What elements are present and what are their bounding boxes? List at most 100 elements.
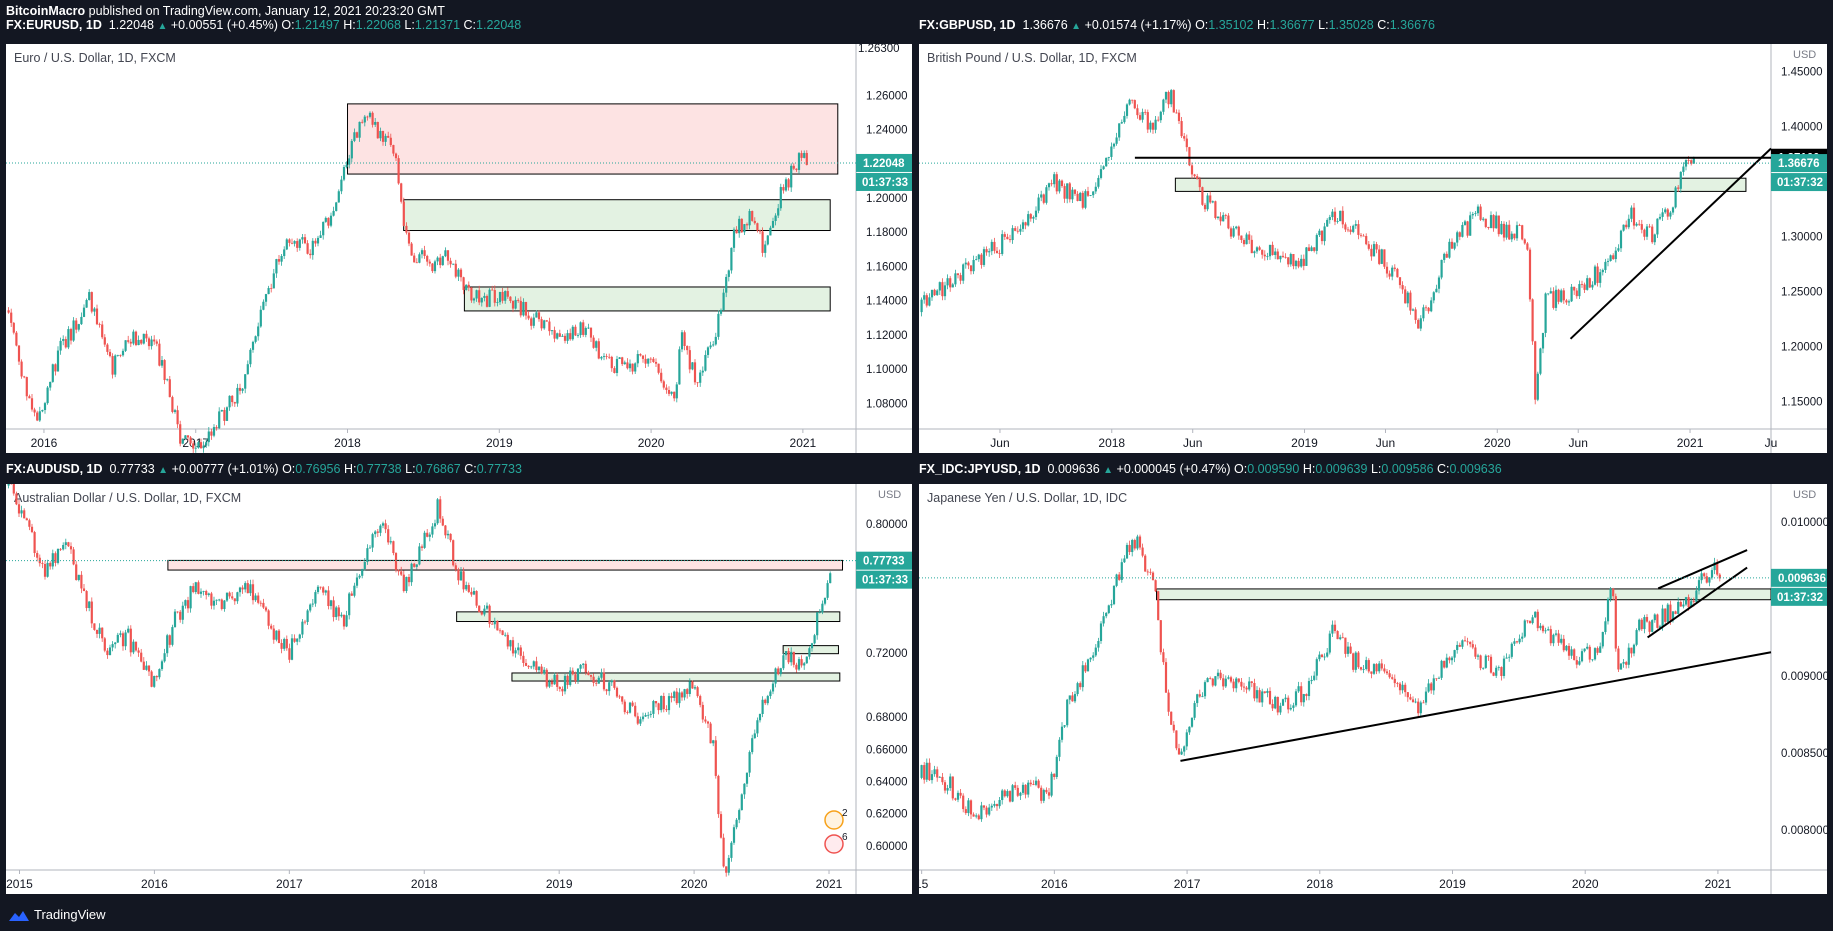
price-tick-label: 1.20000 xyxy=(866,193,908,205)
candle-body xyxy=(1606,598,1610,622)
candle-body xyxy=(1300,258,1303,267)
candle-body xyxy=(1034,780,1038,785)
candle-body xyxy=(569,333,572,340)
candle-body xyxy=(943,285,947,297)
candle-body xyxy=(1430,683,1433,691)
demand-zone xyxy=(456,611,841,623)
gbpusd-chart[interactable]: British Pound / U.S. Dollar, 1D, FXCM USD… xyxy=(919,44,1827,453)
candle-body xyxy=(1349,229,1352,232)
candle-body xyxy=(1154,580,1157,592)
author-name[interactable]: BitcoinMacro xyxy=(6,4,86,18)
candle-body xyxy=(316,586,320,593)
candle-body xyxy=(465,585,468,590)
candle-body xyxy=(1354,224,1357,226)
candle-body xyxy=(51,553,54,567)
candle-body xyxy=(1601,269,1604,273)
price-tick-label: 1.26300 xyxy=(858,44,900,55)
candle-body xyxy=(1710,570,1714,578)
candle-body xyxy=(1076,193,1079,202)
candle-body xyxy=(1180,751,1183,755)
candle-body xyxy=(488,289,491,307)
time-tick-label: 2021 xyxy=(1677,436,1704,450)
candle-body xyxy=(194,582,197,593)
candle-body xyxy=(1014,228,1017,231)
candle-body xyxy=(171,627,174,645)
candle-body xyxy=(1599,646,1602,653)
candle-body xyxy=(69,546,73,550)
symbol[interactable]: FX:EURUSD, 1D xyxy=(6,18,102,32)
candle-body xyxy=(782,187,785,191)
candle-body xyxy=(444,525,447,536)
candle-body xyxy=(426,532,429,537)
candle-body xyxy=(402,574,405,592)
candle-body xyxy=(1391,267,1394,277)
jpyusd-chart-svg[interactable]: Japanese Yen / U.S. Dollar, 1D, IDC USD 0.… xyxy=(919,484,1827,894)
candle-body xyxy=(1006,236,1009,240)
candle-body xyxy=(1411,309,1415,311)
candle-body xyxy=(1396,268,1399,278)
symbol[interactable]: FX_IDC:JPYUSD, 1D xyxy=(919,462,1041,476)
candle-body xyxy=(800,659,803,666)
gbpusd-chart-svg[interactable]: British Pound / U.S. Dollar, 1D, FXCM USD… xyxy=(919,44,1827,453)
tradingview-logo-icon[interactable] xyxy=(8,908,30,922)
candle-body xyxy=(1055,174,1058,192)
candle-body xyxy=(925,762,928,780)
candle-body xyxy=(77,574,80,580)
candle-body xyxy=(1471,214,1474,216)
candle-body xyxy=(270,288,273,289)
candle-body xyxy=(1479,655,1482,669)
candle-body xyxy=(1461,224,1464,237)
candle-body xyxy=(1349,646,1352,654)
candle-body xyxy=(30,398,34,410)
demand-zone xyxy=(403,199,831,232)
candle-body xyxy=(12,484,15,494)
candle-body xyxy=(1068,695,1071,700)
candle-body xyxy=(257,595,260,603)
symbol[interactable]: FX:AUDUSD, 1D xyxy=(6,462,103,476)
candle-body xyxy=(1037,197,1040,211)
candle-body xyxy=(153,339,156,342)
candle-body xyxy=(1617,248,1620,251)
candle-body xyxy=(584,663,587,673)
eurusd-chart-svg[interactable]: Euro / U.S. Dollar, 1D, FXCM 1.26300 1.260… xyxy=(6,44,912,453)
candle-body xyxy=(20,361,23,377)
footer-brand[interactable]: TradingView xyxy=(34,907,106,922)
candle-body xyxy=(1159,620,1162,653)
jpyusd-chart[interactable]: Japanese Yen / U.S. Dollar, 1D, IDC USD 0.… xyxy=(919,484,1827,894)
candle-body xyxy=(1053,174,1056,185)
candle-body xyxy=(140,652,143,662)
price-unit-label: USD xyxy=(878,489,901,501)
candle-body xyxy=(1388,273,1391,277)
candle-body xyxy=(28,520,31,527)
candle-body xyxy=(1170,90,1173,105)
candle-body xyxy=(1107,156,1110,158)
candle-body xyxy=(389,541,392,543)
symbol[interactable]: FX:GBPUSD, 1D xyxy=(919,18,1016,32)
candle-body xyxy=(1209,678,1212,679)
candle-body xyxy=(1339,210,1342,222)
candle-body xyxy=(327,217,330,226)
candle-body xyxy=(75,564,78,580)
candle-body xyxy=(64,542,67,545)
candle-body xyxy=(1073,694,1077,702)
candle-body xyxy=(574,674,577,681)
candle-body xyxy=(795,168,798,170)
candle-body xyxy=(1378,249,1381,264)
eurusd-chart[interactable]: Euro / U.S. Dollar, 1D, FXCM 1.26300 1.260… xyxy=(6,44,912,453)
candle-body xyxy=(17,504,21,514)
audusd-chart[interactable]: Australian Dollar / U.S. Dollar, 1D, FXC… xyxy=(6,484,912,894)
candle-body xyxy=(46,387,49,404)
candle-body xyxy=(1164,662,1168,693)
candle-body xyxy=(90,601,93,624)
candle-body xyxy=(1482,667,1485,669)
time-tick-label: 2021 xyxy=(790,436,817,450)
audusd-chart-svg[interactable]: Australian Dollar / U.S. Dollar, 1D, FXC… xyxy=(6,484,912,894)
trend-line xyxy=(1569,147,1772,340)
last-price: 1.22048 xyxy=(108,18,154,32)
candle-body xyxy=(1040,194,1043,198)
candle-body xyxy=(1250,681,1253,684)
candle-body xyxy=(207,593,210,595)
time-tick-label: 2020 xyxy=(638,436,665,450)
candle-body xyxy=(1115,137,1118,144)
candle-body xyxy=(470,591,473,595)
